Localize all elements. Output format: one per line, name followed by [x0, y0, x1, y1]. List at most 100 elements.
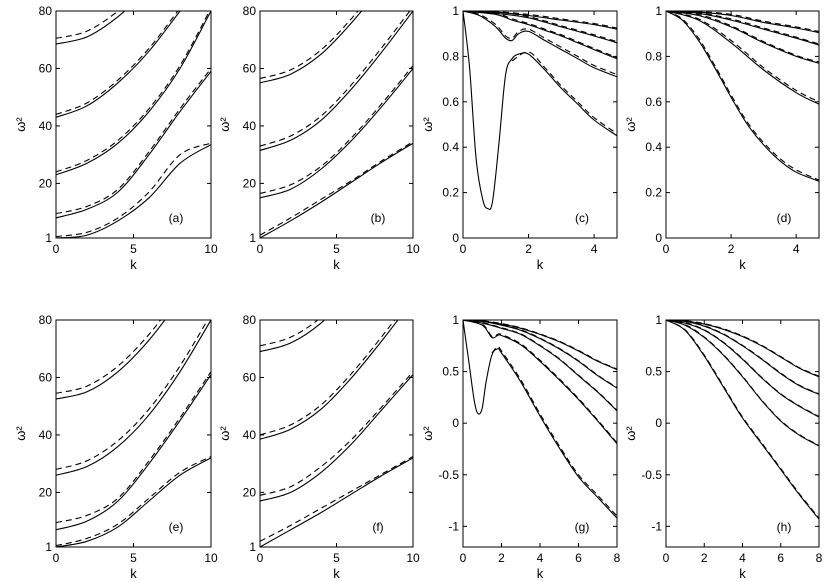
x-tick-label: 10 — [204, 551, 218, 565]
series-group — [56, 11, 211, 238]
dashed-curve-1 — [491, 345, 617, 517]
y-axis-label: ω² — [420, 117, 435, 132]
y-tick-label: 0 — [452, 416, 459, 430]
dashed-curve-7 — [56, 11, 179, 115]
series-group — [260, 320, 413, 547]
panel-label: (e) — [169, 520, 184, 534]
y-tick-label: 0.5 — [442, 365, 459, 379]
y-tick-label: 60 — [243, 61, 257, 75]
y-tick-label: 1 — [249, 540, 256, 554]
y-tick-label: 1 — [655, 4, 662, 18]
dashed-curve-5 — [260, 320, 396, 436]
axes-frame — [259, 319, 414, 548]
x-axis-label: k — [537, 257, 544, 272]
solid-curve-4 — [463, 320, 617, 412]
solid-curve-8 — [56, 11, 126, 45]
dashed-curve-3 — [666, 11, 819, 103]
solid-curve-6 — [56, 11, 181, 118]
dashed-curve-1 — [56, 142, 211, 238]
dashed-curve-1 — [511, 51, 617, 135]
series-group — [260, 11, 413, 238]
dashed-curve-1 — [666, 11, 819, 181]
dashed-curve-5 — [666, 11, 819, 63]
x-tick-label: 4 — [537, 551, 544, 565]
y-tick-label: 0.2 — [645, 186, 662, 200]
solid-curve-6 — [260, 11, 363, 84]
y-tick-label: 1 — [452, 313, 459, 327]
y-tick-label: 0.4 — [645, 140, 662, 154]
x-axis-label: k — [130, 566, 137, 581]
solid-curve-0 — [56, 144, 211, 238]
panel-f: 0 5 10 1 20 40 60 80 k ω² (f) — [217, 313, 420, 581]
y-tick-label: 80 — [243, 313, 257, 327]
solid-curve-2 — [56, 374, 211, 531]
dashed-curve-7 — [463, 320, 617, 389]
y-tick-label: 80 — [243, 4, 257, 18]
y-tick-label: 40 — [243, 428, 257, 442]
dashed-curve-3 — [260, 65, 413, 195]
dashed-curve-5 — [463, 11, 617, 59]
y-tick-label: 20 — [39, 485, 53, 499]
panel-b: 0 5 10 1 20 40 60 80 k ω² (b) — [217, 4, 420, 272]
panel-label: (h) — [777, 520, 792, 534]
x-tick-label: 5 — [333, 551, 340, 565]
solid-curve-2 — [260, 374, 413, 502]
x-tick-label: 8 — [614, 551, 621, 565]
y-tick-label: 0 — [655, 231, 662, 245]
dashed-curve-7 — [666, 320, 819, 395]
axes-frame — [462, 319, 618, 548]
solid-curve-6 — [463, 320, 617, 389]
solid-curve-8 — [666, 320, 819, 378]
solid-curve-6 — [666, 11, 819, 46]
x-axis-label: k — [333, 566, 340, 581]
y-tick-label: 1 — [45, 540, 52, 554]
solid-curve-4 — [56, 11, 211, 176]
panel-label: (b) — [371, 211, 386, 225]
solid-curve-0 — [463, 320, 617, 519]
x-tick-label: 0 — [53, 551, 60, 565]
x-tick-label: 2 — [498, 551, 505, 565]
x-axis-label: k — [333, 257, 340, 272]
axes-frame — [55, 10, 212, 239]
series-group — [463, 11, 617, 210]
x-tick-label: 5 — [333, 242, 340, 256]
dashed-curve-9 — [666, 11, 819, 32]
solid-curve-2 — [666, 11, 819, 105]
dashed-curve-7 — [260, 320, 319, 347]
dashed-curve-9 — [463, 11, 617, 29]
y-axis-label: ω² — [623, 426, 638, 441]
axes-frame — [462, 10, 618, 239]
x-axis-label: k — [537, 566, 544, 581]
x-tick-label: 4 — [591, 242, 598, 256]
solid-curve-6 — [463, 11, 617, 44]
dashed-curve-5 — [260, 11, 411, 147]
dashed-curve-7 — [56, 320, 162, 394]
y-tick-label: 80 — [39, 4, 53, 18]
axes-frame — [259, 10, 414, 239]
x-tick-label: 0 — [53, 242, 60, 256]
solid-curve-6 — [260, 320, 326, 353]
panel-label: (a) — [169, 211, 184, 225]
x-tick-label: 2 — [728, 242, 735, 256]
series-group — [666, 320, 819, 520]
x-tick-label: 2 — [525, 242, 532, 256]
x-axis-label: k — [739, 566, 746, 581]
solid-curve-6 — [56, 320, 166, 400]
panel-h: 0 2 4 6 8 -1 -0.5 0 0.5 1 k ω² (h) — [623, 313, 823, 581]
x-tick-label: 5 — [130, 551, 137, 565]
y-tick-label: 20 — [243, 176, 257, 190]
y-tick-label: 40 — [39, 428, 53, 442]
solid-curve-0 — [260, 142, 413, 238]
series-group — [463, 320, 617, 519]
y-tick-label: -1 — [448, 519, 459, 533]
y-tick-label: 1 — [655, 313, 662, 327]
x-tick-label: 10 — [406, 242, 420, 256]
solid-curve-4 — [260, 11, 413, 151]
y-tick-label: 0.8 — [645, 49, 662, 63]
solid-curve-6 — [666, 320, 819, 395]
series-group — [56, 320, 211, 547]
solid-curve-0 — [56, 457, 211, 547]
dashed-curve-5 — [666, 320, 819, 417]
dashed-curve-1 — [260, 141, 413, 236]
